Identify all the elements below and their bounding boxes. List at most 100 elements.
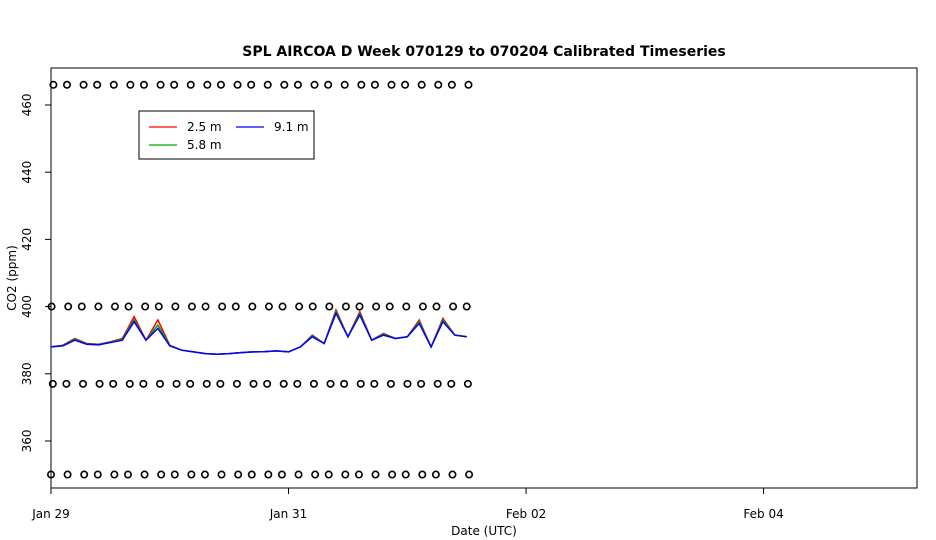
- calibration-point: [308, 302, 317, 311]
- calibration-point: [403, 379, 412, 388]
- calibration-point: [311, 470, 320, 479]
- y-axis-label: CO2 (ppm): [5, 245, 19, 311]
- plot-frame: [50, 67, 918, 489]
- calibration-point: [234, 470, 243, 479]
- calibration-point: [157, 470, 166, 479]
- calibration-point: [310, 80, 319, 89]
- calibration-point: [46, 470, 55, 479]
- x-tick-label: Feb 04: [743, 507, 783, 521]
- x-tick-label: Jan 29: [31, 507, 70, 521]
- calibration-point: [186, 379, 195, 388]
- calibration-point: [465, 470, 474, 479]
- calibration-point: [64, 302, 73, 311]
- calibration-point: [233, 80, 242, 89]
- calibration-point: [418, 470, 427, 479]
- y-tick-label: 460: [20, 94, 34, 117]
- calibration-point: [125, 379, 134, 388]
- calibration-point: [434, 80, 443, 89]
- calibration-point: [200, 470, 209, 479]
- calibration-point: [263, 379, 272, 388]
- calibration-point: [462, 302, 471, 311]
- calibration-point: [216, 379, 225, 388]
- calibration-point: [154, 302, 163, 311]
- series-line: [50, 307, 467, 356]
- axes-layer: Jan 29 Jan 31 Feb 02 Feb 04 360 380 400 420 440 4…: [20, 94, 784, 521]
- x-axis-label: Date (UTC): [451, 524, 517, 538]
- legend-box: [138, 110, 315, 160]
- calibration-point: [418, 302, 427, 311]
- calibration-point: [277, 470, 286, 479]
- calibration-point: [171, 302, 180, 311]
- calibration-point: [385, 302, 394, 311]
- calibration-point: [401, 80, 410, 89]
- calibration-point: [170, 470, 179, 479]
- calibration-point: [218, 302, 227, 311]
- calibration-point: [187, 302, 196, 311]
- calibration-point: [370, 80, 379, 89]
- calibration-point: [263, 80, 272, 89]
- calibration-point: [62, 379, 71, 388]
- chart-title: SPL AIRCOA D Week 070129 to 070204 Calib…: [242, 44, 725, 60]
- calibration-point: [49, 80, 58, 89]
- calibration-point: [278, 302, 287, 311]
- calibration-point: [80, 470, 89, 479]
- calibration-point: [216, 80, 225, 89]
- calibration-point: [431, 470, 440, 479]
- calibration-point: [140, 470, 149, 479]
- y-tick-label: 360: [20, 430, 34, 453]
- calibration-point: [433, 379, 442, 388]
- y-tick-label: 380: [20, 362, 34, 385]
- y-tick-label: 440: [20, 161, 34, 184]
- calibration-point: [141, 302, 150, 311]
- x-tick-label: Feb 02: [506, 507, 546, 521]
- calibration-point: [324, 470, 333, 479]
- calibration-point: [201, 302, 210, 311]
- calibration-point: [126, 80, 135, 89]
- calibration-point: [139, 379, 148, 388]
- calibration-point: [293, 379, 302, 388]
- data-layer: [46, 80, 474, 479]
- calibration-point: [370, 379, 379, 388]
- calibration-point: [187, 470, 196, 479]
- calibration-point: [79, 80, 88, 89]
- calibration-point: [279, 379, 288, 388]
- series-line: [50, 311, 467, 356]
- calibration-point: [448, 470, 457, 479]
- calibration-point: [203, 80, 212, 89]
- calibration-point: [247, 470, 256, 479]
- calibration-point: [417, 80, 426, 89]
- calibration-point: [217, 470, 226, 479]
- calibration-point: [341, 302, 350, 311]
- calibration-point: [124, 302, 133, 311]
- calibration-point: [357, 80, 366, 89]
- legend-entry: 2.5 m: [187, 120, 222, 134]
- calibration-point: [280, 80, 289, 89]
- calibration-point: [94, 302, 103, 311]
- calibration-point: [355, 302, 364, 311]
- calibration-point: [155, 379, 164, 388]
- calibration-point: [109, 80, 118, 89]
- calibration-point: [264, 302, 273, 311]
- calibration-point: [231, 302, 240, 311]
- calibration-point: [326, 379, 335, 388]
- calibration-point: [447, 80, 456, 89]
- series-line: [50, 309, 467, 356]
- calibration-point: [62, 80, 71, 89]
- calibration-point: [341, 470, 350, 479]
- calibration-point: [371, 470, 380, 479]
- calibration-point: [463, 379, 472, 388]
- calibration-point: [324, 80, 333, 89]
- calibration-point: [293, 80, 302, 89]
- calibration-point: [447, 379, 456, 388]
- calibration-point: [295, 302, 304, 311]
- calibration-point: [95, 379, 104, 388]
- calibration-point: [93, 80, 102, 89]
- y-tick-label: 420: [20, 228, 34, 251]
- calibration-point: [156, 80, 165, 89]
- legend: 2.5 m 5.8 m 9.1 m: [138, 110, 315, 160]
- calibration-point: [110, 302, 119, 311]
- calibration-point: [401, 470, 410, 479]
- calibration-point: [340, 379, 349, 388]
- legend-entry: 5.8 m: [187, 138, 222, 152]
